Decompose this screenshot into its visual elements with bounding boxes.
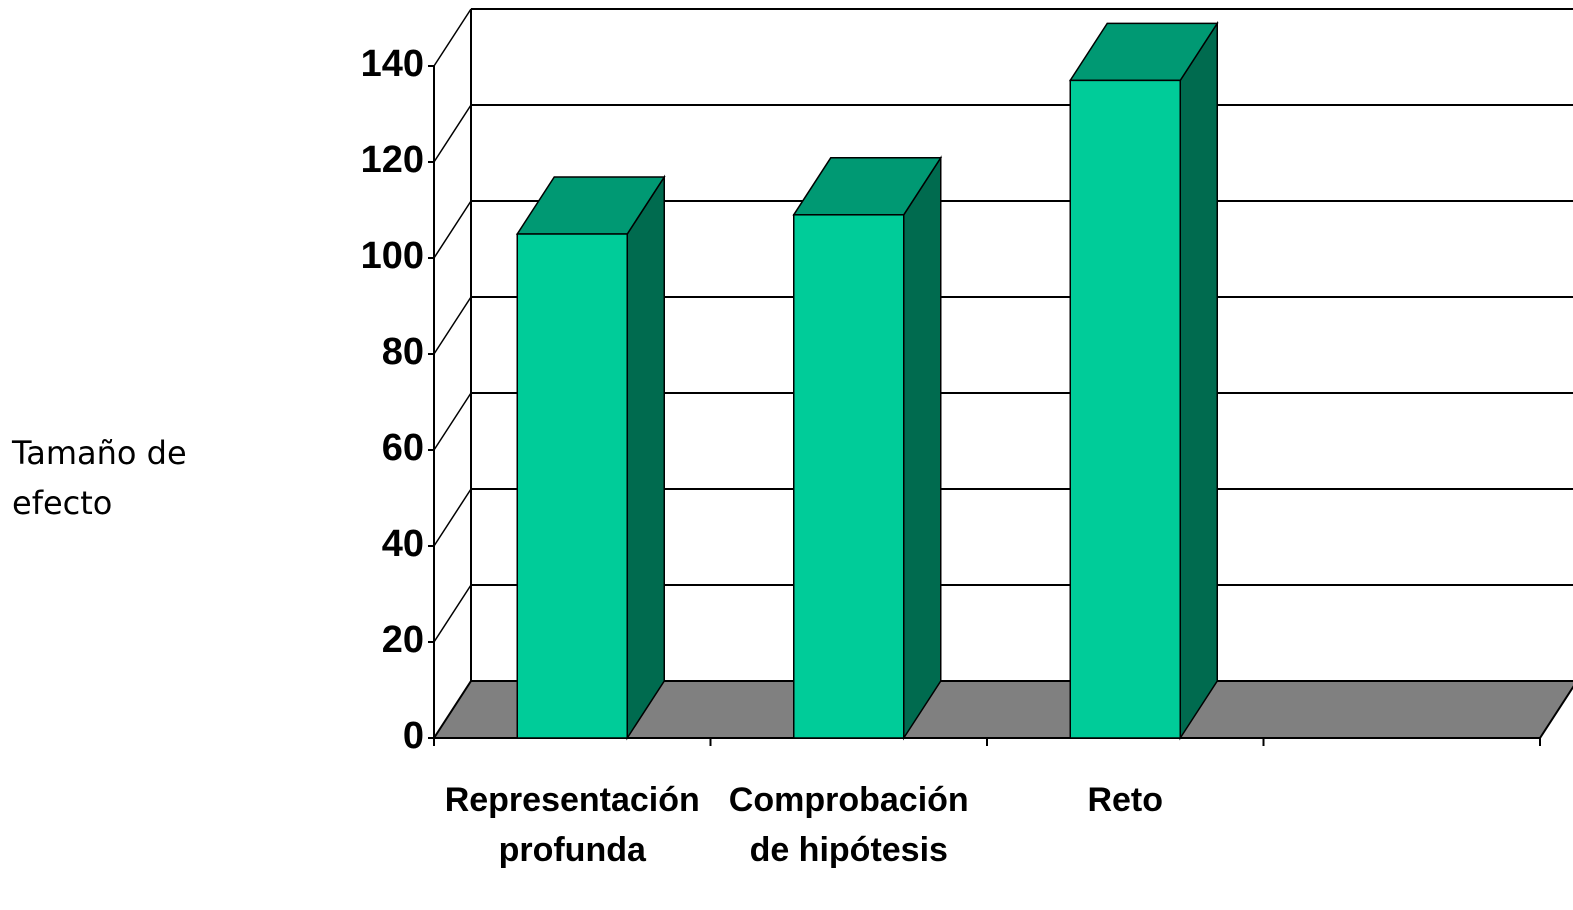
x-tick-label: Representación profunda xyxy=(444,781,700,869)
bar-side xyxy=(1179,20,1218,741)
bar xyxy=(516,233,628,739)
grid-line xyxy=(433,488,472,547)
grid-line xyxy=(433,296,472,355)
grid-line xyxy=(433,584,472,643)
bar-side xyxy=(626,174,665,741)
grid-line xyxy=(433,392,472,451)
y-tick-label: 20 xyxy=(382,619,424,661)
y-tick-label: 120 xyxy=(361,139,424,181)
x-tick-label: Comprobación de hipótesis xyxy=(728,781,969,869)
y-tick-label: 80 xyxy=(382,331,424,373)
bar-side xyxy=(903,155,942,741)
bar xyxy=(1069,79,1181,739)
y-axis-label: Tamaño de efecto xyxy=(12,434,187,522)
y-tick-label: 0 xyxy=(403,715,424,757)
y-tick-label: 40 xyxy=(382,523,424,565)
x-tick-label: Reto xyxy=(1087,781,1164,819)
grid-line xyxy=(433,8,472,67)
y-tick-label: 140 xyxy=(361,43,424,85)
grid-line xyxy=(433,104,472,163)
y-tick-label: 60 xyxy=(382,427,424,469)
grid-line xyxy=(433,200,472,259)
y-tick-label: 100 xyxy=(361,235,424,277)
bar xyxy=(793,214,905,739)
